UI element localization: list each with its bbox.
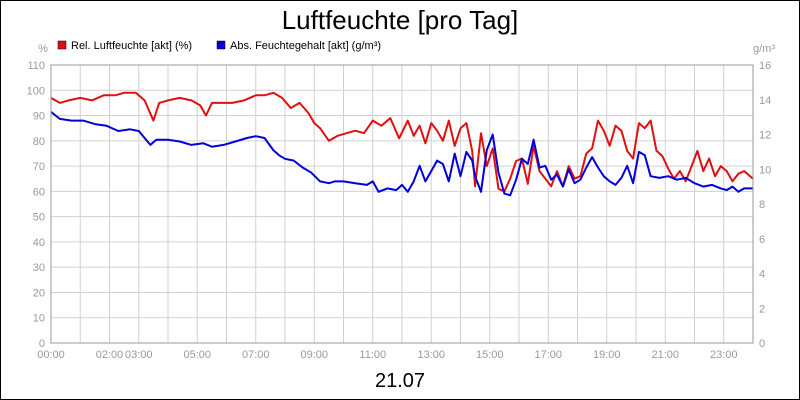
date-label: 21.07 xyxy=(375,370,425,392)
legend-swatch-0 xyxy=(57,40,67,50)
x-tick-label-5: 09:00 xyxy=(300,349,328,361)
series-line-1 xyxy=(50,111,753,197)
legend-label-1: Abs. Feuchtegehalt [akt] (g/m³) xyxy=(230,40,381,52)
legend: Rel. Luftfeuchte [akt] (%) Abs. Feuchtege… xyxy=(57,40,381,52)
left-tick-label-11: 110 xyxy=(27,60,45,72)
x-tick-label-9: 17:00 xyxy=(534,349,562,361)
left-tick-label-4: 40 xyxy=(33,237,45,249)
x-axis-ticks: 00:00 02:00 03:00 05:00 07:00 09:00 11:00 13:00… xyxy=(37,349,737,361)
series-line-0 xyxy=(50,91,754,193)
plot-border xyxy=(50,64,754,344)
right-tick-label-2: 4 xyxy=(759,269,765,281)
right-axis-unit: g/m³ xyxy=(753,43,775,55)
x-tick-label-10: 19:00 xyxy=(593,349,621,361)
left-tick-label-8: 80 xyxy=(33,136,45,148)
right-tick-label-6: 12 xyxy=(759,130,771,142)
left-tick-label-3: 30 xyxy=(33,262,45,274)
right-tick-label-5: 10 xyxy=(759,164,771,176)
right-tick-label-1: 2 xyxy=(759,303,765,315)
left-tick-label-9: 90 xyxy=(33,111,45,123)
left-tick-label-2: 20 xyxy=(33,287,45,299)
left-tick-label-1: 10 xyxy=(33,313,45,325)
x-tick-label-11: 21:00 xyxy=(651,349,679,361)
x-tick-label-12: 23:00 xyxy=(710,349,738,361)
x-tick-label-0: 00:00 xyxy=(37,349,65,361)
left-axis-unit: % xyxy=(38,43,48,55)
legend-label-0: Rel. Luftfeuchte [akt] (%) xyxy=(71,40,192,52)
x-tick-label-8: 15:00 xyxy=(476,349,504,361)
x-tick-label-3: 05:00 xyxy=(183,349,211,361)
left-tick-label-6: 60 xyxy=(33,186,45,198)
series-lines xyxy=(50,91,754,197)
x-tick-label-6: 11:00 xyxy=(359,349,386,361)
x-tick-label-1: 02:00 xyxy=(96,349,124,361)
x-tick-label-7: 13:00 xyxy=(417,349,445,361)
left-tick-label-10: 100 xyxy=(27,85,45,97)
right-tick-label-7: 14 xyxy=(759,95,771,107)
right-tick-label-8: 16 xyxy=(759,60,771,72)
chart-title: Luftfeuchte [pro Tag] xyxy=(282,5,519,35)
legend-swatch-1 xyxy=(216,40,226,50)
x-tick-label-2: 03:00 xyxy=(125,349,153,361)
left-tick-label-5: 50 xyxy=(33,212,45,224)
right-tick-label-3: 6 xyxy=(759,234,765,246)
right-tick-label-0: 0 xyxy=(759,338,765,350)
right-axis-ticks: 0 2 4 6 8 10 12 14 16 xyxy=(759,60,771,350)
right-tick-label-4: 8 xyxy=(759,199,765,211)
x-tick-label-4: 07:00 xyxy=(242,349,270,361)
left-tick-label-7: 70 xyxy=(33,161,45,173)
left-axis-ticks: 0 10 20 30 40 50 60 70 80 90 100 110 xyxy=(27,60,45,350)
left-tick-label-0: 0 xyxy=(39,338,45,350)
